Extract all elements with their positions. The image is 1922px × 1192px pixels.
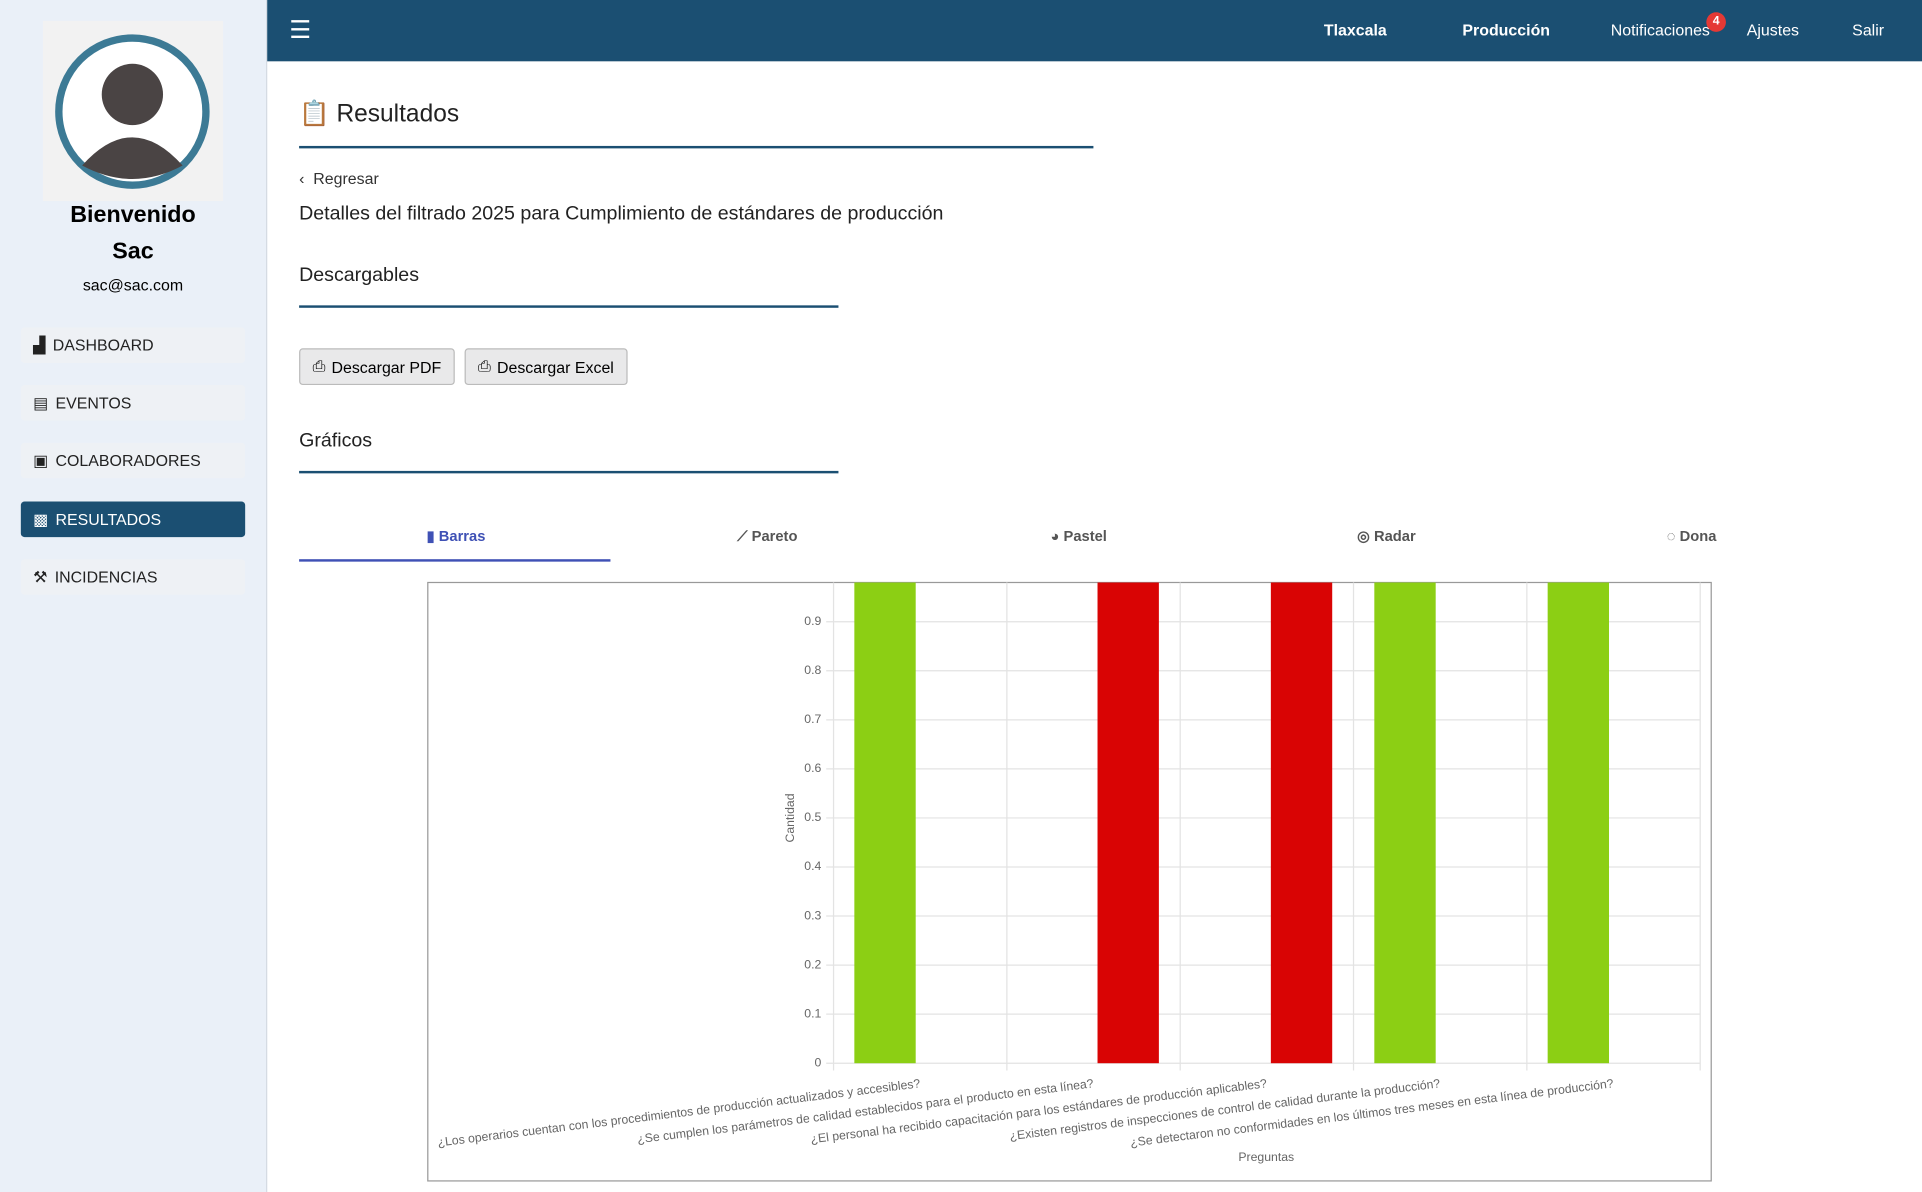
user-email: sac@sac.com bbox=[82, 275, 184, 295]
back-link[interactable]: ‹ Regresar bbox=[299, 169, 379, 188]
divider bbox=[299, 305, 839, 308]
plot bbox=[854, 582, 1610, 1064]
tab-label: Dona bbox=[1679, 527, 1717, 545]
y-tick-label: 0.1 bbox=[804, 1006, 821, 1020]
y-tick-label: 0.4 bbox=[804, 859, 821, 873]
bar bbox=[1374, 582, 1436, 1064]
tab-label: Radar bbox=[1373, 527, 1416, 545]
title-text: Resultados bbox=[336, 100, 460, 128]
menu-label: DASHBOARD bbox=[52, 336, 154, 355]
button-label: Descargar Excel bbox=[496, 357, 614, 376]
divider bbox=[299, 145, 1094, 149]
back-text: Regresar bbox=[313, 169, 379, 188]
y-axis-title: Cantidad bbox=[783, 793, 797, 842]
y-tick-label: 0.2 bbox=[804, 957, 821, 971]
button-label: Descargar PDF bbox=[331, 357, 442, 376]
user-name: Sac bbox=[112, 239, 154, 265]
menu-item[interactable]: ▣ COLABORADORES bbox=[20, 442, 246, 479]
y-tick-label: 0.9 bbox=[804, 614, 821, 628]
top-item[interactable]: Ajustes bbox=[1746, 20, 1800, 40]
topbar: ☰ Tlaxcala Producción Notificaciones 4 A… bbox=[267, 0, 1922, 62]
menu-item[interactable]: ▩ RESULTADOS bbox=[20, 501, 246, 538]
chart-frame bbox=[427, 581, 1712, 1182]
y-tick-label: 0.6 bbox=[804, 761, 821, 775]
subtitle: Detalles del filtrado 2025 para Cumplimi… bbox=[299, 203, 944, 225]
y-tick-label: 0.8 bbox=[804, 663, 821, 677]
y-tick-label: 0 bbox=[814, 1055, 821, 1069]
bar bbox=[854, 582, 916, 1064]
tab[interactable]: ◕ Pastel bbox=[1050, 527, 1107, 545]
top-item[interactable]: Notificaciones bbox=[1610, 20, 1710, 40]
bar bbox=[1097, 582, 1159, 1064]
bar bbox=[1547, 582, 1610, 1064]
sidebar: Bienvenido Sac sac@sac.com ▟ DASHBOARD ▤ E… bbox=[0, 0, 268, 1192]
menu-label: INCIDENCIAS bbox=[54, 567, 158, 587]
button[interactable]: ⎙ Descargar Excel bbox=[464, 348, 628, 386]
menu-item[interactable]: ⚒ INCIDENCIAS bbox=[20, 559, 246, 595]
top-item[interactable]: Producción bbox=[1462, 20, 1551, 40]
y-tick-label: 0.5 bbox=[804, 810, 821, 824]
badge: 4 bbox=[1706, 12, 1726, 32]
section-heading: Descargables bbox=[299, 264, 420, 286]
x-axis-title: Preguntas bbox=[1238, 1150, 1294, 1164]
tab[interactable]: ⟋ Pareto bbox=[737, 527, 798, 545]
greeting: Bienvenido bbox=[70, 202, 196, 229]
hamburger[interactable]: ☰ bbox=[289, 17, 312, 45]
section-heading: Gráficos bbox=[299, 430, 373, 452]
menu-item[interactable]: ▟ DASHBOARD bbox=[20, 327, 246, 363]
bar bbox=[1270, 582, 1333, 1064]
divider bbox=[299, 470, 839, 474]
tab[interactable]: ▮ Barras bbox=[426, 527, 486, 545]
menu-item[interactable]: ▤ EVENTOS bbox=[20, 385, 246, 421]
page-title: 📋 Resultados bbox=[299, 100, 460, 128]
top-item[interactable]: Salir bbox=[1852, 20, 1885, 40]
tab-label: Barras bbox=[438, 527, 486, 545]
menu-label: RESULTADOS bbox=[55, 510, 162, 529]
tab-label: Pastel bbox=[1063, 527, 1107, 545]
tab[interactable]: ◎ Radar bbox=[1357, 527, 1416, 545]
tab[interactable]: ◌ Dona bbox=[1666, 527, 1717, 545]
button[interactable]: ⎙ Descargar PDF bbox=[299, 348, 455, 386]
tab-indicator bbox=[299, 559, 611, 562]
avatar bbox=[55, 34, 210, 189]
y-tick-label: 0.3 bbox=[804, 908, 821, 922]
menu-label: EVENTOS bbox=[55, 393, 132, 413]
y-tick-label: 0.7 bbox=[804, 712, 821, 726]
menu-label: COLABORADORES bbox=[55, 451, 201, 470]
top-item[interactable]: Tlaxcala bbox=[1323, 20, 1387, 40]
avatar-box bbox=[42, 20, 224, 202]
tab-label: Pareto bbox=[751, 527, 798, 545]
